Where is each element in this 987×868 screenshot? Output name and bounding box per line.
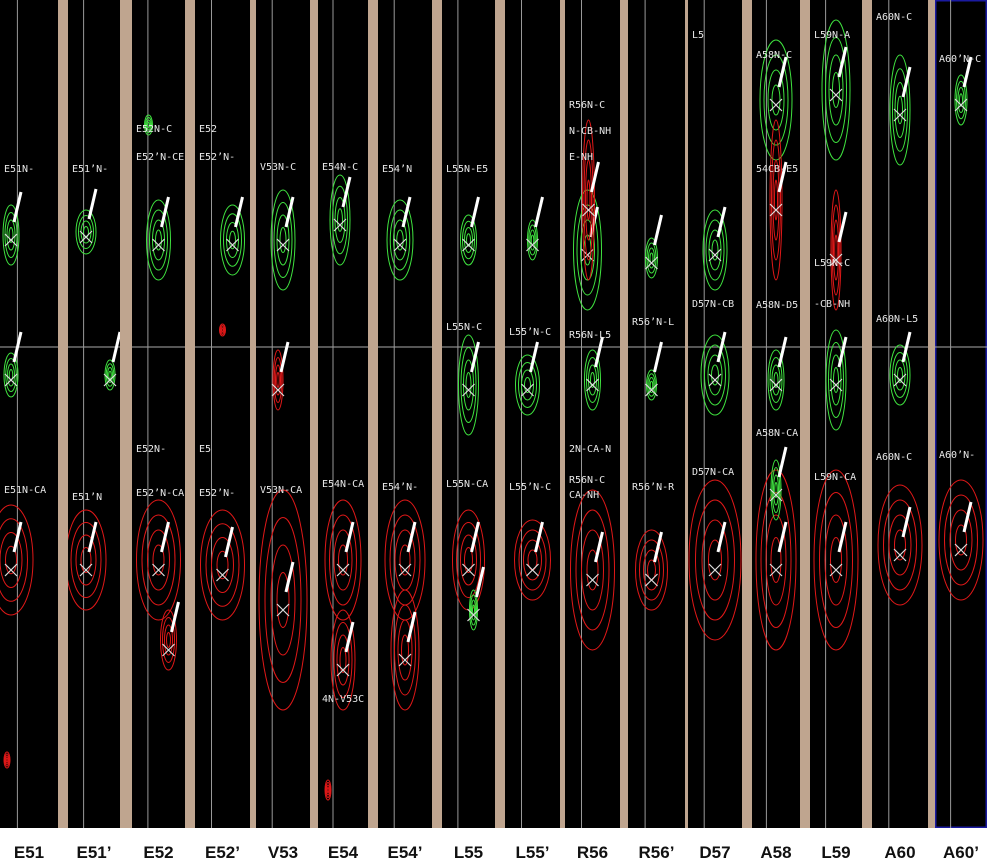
strip-background [505, 0, 560, 828]
strip-label: A58 [760, 843, 791, 862]
peak-label: E54N-C [322, 162, 358, 173]
peak-label: A60’N- [939, 450, 975, 461]
peak-label: -CB-NH [814, 299, 850, 310]
strip-label: L55 [454, 843, 483, 862]
peak-label: N-CB-NH [569, 126, 611, 137]
strip-background [565, 0, 620, 828]
strip-background [68, 0, 120, 828]
peak-label: E52N- [136, 444, 166, 455]
strip-label: A60 [884, 843, 915, 862]
peak-label: E54’N [382, 164, 412, 175]
strip-label: E51 [14, 843, 44, 862]
strip-label: R56 [577, 843, 608, 862]
peak-label: 4N-V53C [322, 694, 364, 705]
strip: L5 D57N-CB D57N-CA [688, 0, 742, 828]
strip-label: E54’ [388, 843, 423, 862]
strip-label: E54 [328, 843, 359, 862]
peak-label: A60N-L5 [876, 314, 918, 325]
peak-label: 54CB-E5 [756, 164, 798, 175]
peak-label: D57N-CA [692, 467, 734, 478]
peak-label: E52’N- [199, 488, 235, 499]
strip-label: L55’ [515, 843, 549, 862]
strip-background [752, 0, 800, 828]
peak-label: L59N-C [814, 258, 850, 269]
strip: L55’N-C L55’N-C [505, 0, 560, 828]
strip: E52 E52’N- E5 E52’N- [195, 0, 250, 828]
strip-label: V53 [268, 843, 298, 862]
peak-label: A58N-D5 [756, 300, 798, 311]
peak-label: E54’N- [382, 482, 418, 493]
peak-label: L55N-CA [446, 479, 488, 490]
peak-label: E52’N-CE [136, 152, 184, 163]
strip-plot: E51N- E51N-CA E51 E51’N- E51’N E51’ E52N-C E52’… [0, 0, 987, 868]
strip: R56’N-L R56’N-R [628, 0, 685, 828]
peak-label: V53N-CA [260, 485, 302, 496]
strip-background [688, 0, 742, 828]
peak-label: 2N-CA-N [569, 444, 611, 455]
strip-label: A60’ [943, 843, 979, 862]
strip-background [0, 0, 58, 828]
peak-label: L55’N-C [509, 482, 551, 493]
peak-label: E54N-CA [322, 479, 364, 490]
strip-label: E52’ [205, 843, 240, 862]
peak-label: R56’N-R [632, 482, 675, 493]
peak-label: E51N- [4, 164, 34, 175]
peak-label: L55N-C [446, 322, 482, 333]
peak-label: A60’N-C [939, 54, 981, 65]
peak-label: A58N-C [756, 50, 792, 61]
peak-label: R56N-C [569, 100, 605, 111]
peak-label: E52’N-CA- [136, 488, 190, 499]
strip-background [935, 0, 987, 828]
peak-label: L55N-E5 [446, 164, 488, 175]
peak-label: E51’N- [72, 164, 108, 175]
peak-label: L55’N-C [509, 327, 551, 338]
peak-label: R56’N-L [632, 317, 674, 328]
strip: V53N-C V53N-CA [256, 0, 310, 828]
strip-label: E52 [143, 843, 173, 862]
peak-label: CA-NH [569, 490, 599, 501]
peak-label: E51’N [72, 492, 102, 503]
peak-label: E51N-CA [4, 485, 46, 496]
strip-background [378, 0, 432, 828]
strip-background [810, 0, 862, 828]
strip: E51N- E51N-CA [0, 0, 58, 828]
strip-background [442, 0, 495, 828]
strip-label: D57 [699, 843, 730, 862]
peak-label: R56N-L5 [569, 330, 611, 341]
strip-label: R56’ [639, 843, 675, 862]
strip-label: E51’ [77, 843, 112, 862]
peak-label: E5 [199, 444, 211, 455]
peak-label: L59N-A [814, 30, 850, 41]
peak-label: E-NH [569, 152, 593, 163]
strip: A58N-C 54CB-E5 A58N-D5 A58N-CA [752, 0, 800, 828]
strip: E54N-C E54N-CA 4N-V53C [318, 0, 368, 828]
strip-label: L59 [821, 843, 850, 862]
strip: R56N-C N-CB-NH E-NH R56N-L5 2N-CA-N R56N-C CA-… [565, 0, 620, 828]
peak-label: R56N-C [569, 475, 605, 486]
peak-label: E52 [199, 124, 217, 135]
strip: E52N-C E52’N-CE E52N- E52’N-CA- [132, 0, 190, 828]
strip: L55N-E5 L55N-C L55N-CA [442, 0, 495, 828]
strip-background [628, 0, 685, 828]
strip: A60N-C A60N-L5 A60N-C [872, 0, 928, 828]
strip: E54’N E54’N- [378, 0, 432, 828]
strip-background [256, 0, 310, 828]
strip: L59N-A L59N-C -CB-NH L59N-CA [810, 0, 862, 828]
peak-label: L59N-CA [814, 472, 856, 483]
strip: E51’N- E51’N [66, 0, 120, 828]
peak-label: D57N-CB [692, 299, 734, 310]
peak-label: A60N-C [876, 12, 912, 23]
peak-label: E52’N- [199, 152, 235, 163]
peak-label: V53N-C [260, 162, 296, 173]
strip: A60’N-C A60’N- [935, 0, 987, 828]
peak-label: A58N-CA [756, 428, 798, 439]
peak-label: A60N-C [876, 452, 912, 463]
peak-label: E52N-C [136, 124, 172, 135]
peak-label: L5 [692, 30, 704, 41]
